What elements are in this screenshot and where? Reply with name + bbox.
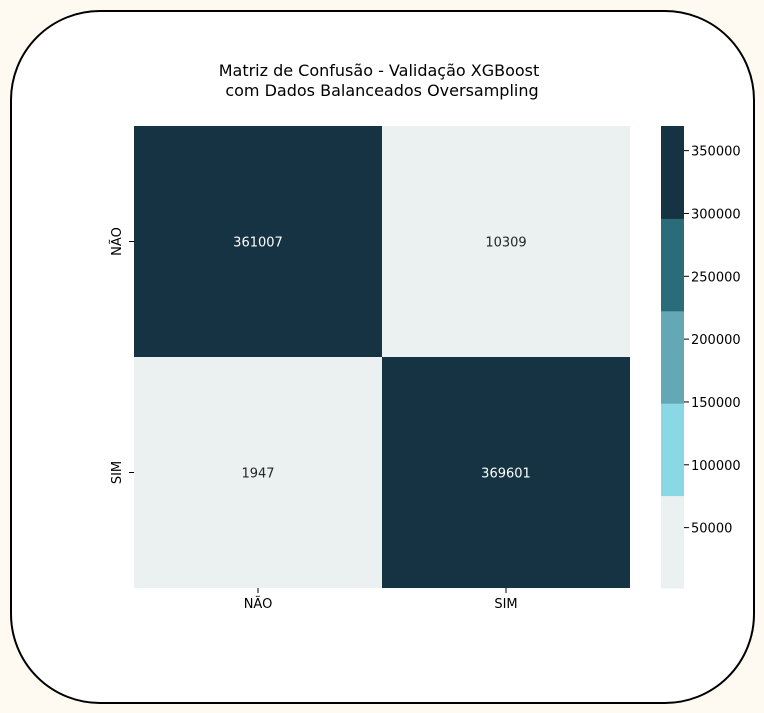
x-tick-label: SIM (494, 597, 517, 612)
x-tick-label: NÃO (244, 596, 273, 612)
colorbar-tick-label: 100000 (691, 459, 741, 474)
colorbar-tick-label: 350000 (691, 145, 741, 160)
colorbar-tick-label: 150000 (691, 396, 741, 411)
heatmap-annotations: 361007 10309 1947 369601 (233, 236, 531, 482)
colorbar: 50000 100000 150000 200000 250000 300000 35000… (661, 126, 741, 589)
colorbar-tick-label: 50000 (691, 522, 732, 537)
colorbar-tick-label: 250000 (691, 270, 741, 285)
y-axis: NÃO SIM (109, 227, 134, 484)
colorbar-segment (661, 218, 684, 312)
chart-title-line-1: Matriz de Confusão - Validação XGBoost (219, 61, 540, 80)
colorbar-segment (661, 126, 684, 219)
cell-value-label: 1947 (241, 467, 274, 482)
y-tick-label: SIM (110, 461, 125, 484)
heatmap-cells (134, 126, 630, 588)
colorbar-tick-label: 300000 (691, 207, 741, 222)
chart-title: Matriz de Confusão - Validação XGBoost c… (219, 61, 540, 100)
heatmap-cell (134, 357, 382, 588)
heatmap-cell (382, 357, 630, 588)
x-axis: NÃO SIM (244, 588, 518, 612)
colorbar-segment (661, 495, 684, 589)
heatmap-cell (134, 126, 382, 357)
chart-title-line-2: com Dados Balanceados Oversampling (225, 81, 538, 100)
cell-value-label: 361007 (233, 236, 283, 251)
colorbar-segment (661, 403, 684, 497)
colorbar-tick-label: 200000 (691, 333, 741, 348)
heatmap-cell (382, 126, 630, 357)
cell-value-label: 369601 (481, 467, 531, 482)
y-tick-label: NÃO (109, 227, 125, 256)
colorbar-segment (661, 310, 684, 404)
cell-value-label: 10309 (485, 236, 526, 251)
